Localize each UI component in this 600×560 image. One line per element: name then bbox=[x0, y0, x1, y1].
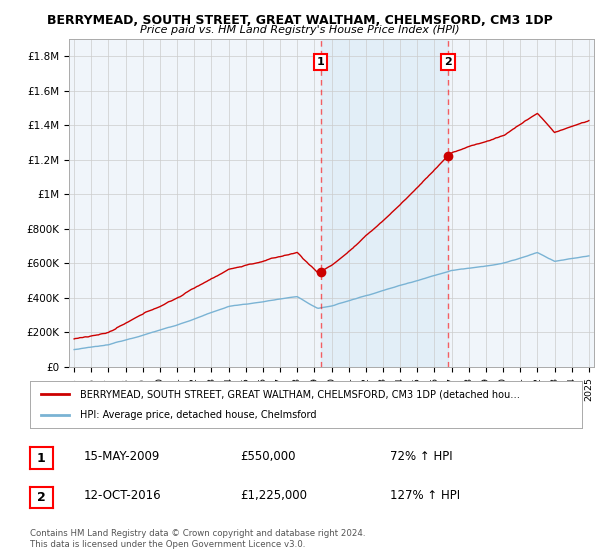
Text: 127% ↑ HPI: 127% ↑ HPI bbox=[390, 489, 460, 502]
Text: BERRYMEAD, SOUTH STREET, GREAT WALTHAM, CHELMSFORD, CM3 1DP (detached hou…: BERRYMEAD, SOUTH STREET, GREAT WALTHAM, … bbox=[80, 389, 520, 399]
Text: 12-OCT-2016: 12-OCT-2016 bbox=[84, 489, 161, 502]
Text: £1,225,000: £1,225,000 bbox=[240, 489, 307, 502]
Text: 72% ↑ HPI: 72% ↑ HPI bbox=[390, 450, 452, 463]
Text: 1: 1 bbox=[317, 57, 325, 67]
Text: 1: 1 bbox=[37, 451, 46, 465]
Text: BERRYMEAD, SOUTH STREET, GREAT WALTHAM, CHELMSFORD, CM3 1DP: BERRYMEAD, SOUTH STREET, GREAT WALTHAM, … bbox=[47, 14, 553, 27]
Text: HPI: Average price, detached house, Chelmsford: HPI: Average price, detached house, Chel… bbox=[80, 410, 316, 420]
Text: 15-MAY-2009: 15-MAY-2009 bbox=[84, 450, 160, 463]
Bar bbox=[320, 39, 448, 367]
Text: Price paid vs. HM Land Registry's House Price Index (HPI): Price paid vs. HM Land Registry's House … bbox=[140, 25, 460, 35]
Text: Contains HM Land Registry data © Crown copyright and database right 2024.
This d: Contains HM Land Registry data © Crown c… bbox=[30, 529, 365, 549]
Text: £550,000: £550,000 bbox=[240, 450, 296, 463]
Text: 2: 2 bbox=[37, 491, 46, 504]
Text: 2: 2 bbox=[444, 57, 452, 67]
